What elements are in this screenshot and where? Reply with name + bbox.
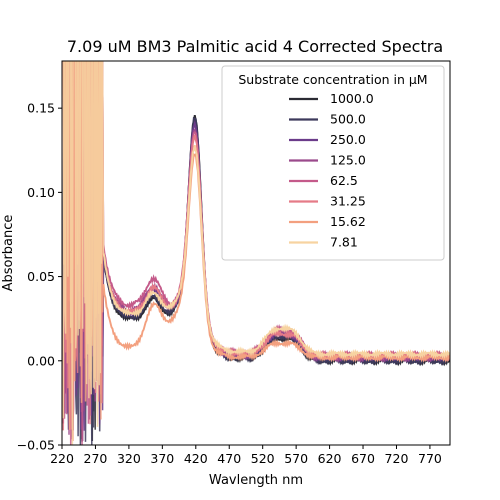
legend-item-label: 125.0 (330, 153, 366, 168)
series-line (102, 116, 450, 367)
x-tick-label: 270 (84, 451, 108, 466)
x-axis-label: Wavlength nm (209, 473, 303, 488)
x-axis: 220 270 320 370 420 470 520 570 620 670 720 770 (50, 445, 442, 466)
x-tick-label: 770 (418, 451, 442, 466)
legend-item-label: 500.0 (330, 112, 366, 127)
plot-frame (61, 60, 451, 446)
series-line (102, 152, 450, 363)
legend-item-label: 15.62 (330, 214, 366, 229)
legend-item-label: 62.5 (330, 173, 358, 188)
y-tick-label: 0.00 (27, 353, 55, 368)
x-tick-label: 320 (117, 451, 141, 466)
legend-item-label: 1000.0 (330, 91, 374, 106)
y-tick-label: 0.05 (27, 269, 55, 284)
series-line (102, 145, 450, 360)
legend-item-label: 7.81 (330, 235, 358, 250)
x-tick-label: 670 (351, 451, 375, 466)
x-tick-label: 420 (184, 451, 208, 466)
x-tick-label: 570 (284, 451, 308, 466)
legend-title: Substrate concentration in µM (238, 72, 427, 87)
x-tick-label: 470 (217, 451, 241, 466)
legend-item-label: 250.0 (330, 132, 366, 147)
y-axis: −0.05 0.00 0.05 0.10 0.15 (17, 101, 62, 453)
x-tick-label: 370 (150, 451, 174, 466)
chart-title: 7.09 uM BM3 Palmitic acid 4 Corrected Sp… (67, 37, 443, 56)
y-tick-label: 0.10 (27, 185, 55, 200)
series-layer (62, 61, 450, 445)
y-tick-label: −0.05 (17, 438, 55, 453)
x-tick-label: 720 (385, 451, 409, 466)
legend: Substrate concentration in µM 1000.0 500.… (221, 65, 445, 261)
x-tick-label: 520 (251, 451, 275, 466)
legend-box (221, 65, 445, 261)
x-tick-label: 620 (318, 451, 342, 466)
legend-item-label: 31.25 (330, 194, 366, 209)
y-tick-label: 0.15 (27, 101, 55, 116)
y-axis-label: Absorbance (1, 215, 16, 292)
x-tick-label: 220 (50, 451, 74, 466)
